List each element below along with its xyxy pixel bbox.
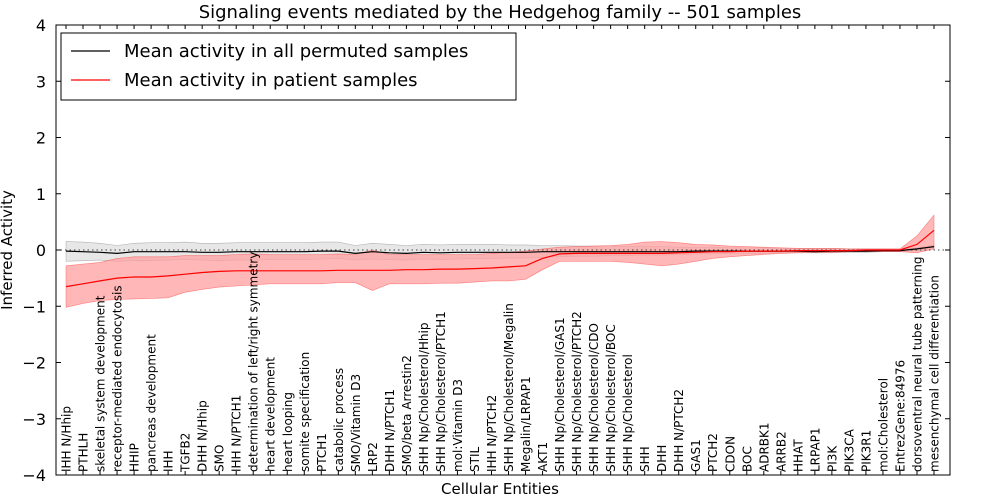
y-tick-label: 3 bbox=[36, 72, 46, 91]
x-tick-label: PI3K bbox=[825, 445, 839, 472]
y-axis: −4 −3 −2 −1 0 1 2 3 4 bbox=[22, 16, 950, 485]
x-tick-label: SHH Np/Cholesterol/PTCH1 bbox=[434, 311, 448, 472]
legend-box bbox=[60, 32, 517, 101]
x-axis-label: Cellular Entities bbox=[441, 480, 559, 498]
series-lines bbox=[65, 229, 935, 288]
x-tick-label: IHH bbox=[162, 450, 176, 472]
x-tick-label: PIK3CA bbox=[842, 428, 856, 472]
x-tick-label: pancreas development bbox=[145, 334, 159, 472]
x-tick-label: DHH N/Hhip bbox=[196, 400, 210, 472]
x-tick-label: PTCH2 bbox=[706, 433, 720, 472]
x-tick-label: heart development bbox=[264, 357, 278, 472]
x-tick-label: SHH Np/Cholesterol/Megalin bbox=[502, 303, 516, 472]
x-tick-label: BOC bbox=[740, 446, 754, 472]
x-tick-label: mesenchymal cell differentiation bbox=[928, 275, 942, 472]
x-tick-label: HHAT bbox=[791, 439, 805, 472]
x-tick-label: LRPAP1 bbox=[808, 427, 822, 472]
x-tick-label: somite specification bbox=[298, 352, 312, 472]
x-tick-label: SHH Np/Cholesterol bbox=[621, 354, 635, 472]
x-tick-label: PTCH1 bbox=[315, 433, 329, 472]
x-tick-label: IHH N/PTCH2 bbox=[485, 395, 499, 472]
x-tick-label: SHH bbox=[638, 446, 652, 472]
x-axis: IHH N/Hhip PTHLH skeletal system developme… bbox=[60, 25, 942, 475]
x-tick-label: STIL bbox=[468, 447, 482, 472]
x-tick-label: SHH Np/Cholesterol/CDO bbox=[587, 323, 601, 472]
x-tick-label: ADRBK1 bbox=[757, 422, 771, 472]
x-tick-label: dorsoventral neural tube patterning bbox=[911, 256, 925, 472]
x-tick-label: PTHLH bbox=[77, 433, 91, 472]
x-tick-label: IHH N/Hhip bbox=[60, 406, 74, 472]
y-tick-label: 2 bbox=[36, 129, 46, 148]
y-axis-label: Inferred Activity bbox=[0, 190, 16, 310]
x-tick-label: skeletal system development bbox=[94, 295, 108, 472]
legend-label-patient: Mean activity in patient samples bbox=[124, 70, 418, 91]
x-tick-label: SHH Np/Cholesterol/Hhip bbox=[417, 323, 431, 472]
x-tick-label: HHIP bbox=[128, 443, 142, 472]
x-tick-label: heart looping bbox=[281, 392, 295, 472]
x-tick-label: EntrezGene:84976 bbox=[894, 360, 908, 472]
x-tick-label: SMO/beta Arrestin2 bbox=[400, 355, 414, 472]
y-tick-label: −4 bbox=[22, 466, 46, 485]
x-tick-label: receptor-mediated endocytosis bbox=[111, 285, 125, 472]
legend-label-permuted: Mean activity in all permuted samples bbox=[124, 41, 468, 62]
x-tick-label: SMO bbox=[213, 445, 227, 472]
y-tick-label: −2 bbox=[22, 354, 46, 373]
y-tick-label: −1 bbox=[22, 297, 46, 316]
y-tick-label: 4 bbox=[36, 16, 46, 35]
x-tick-label: ARRB2 bbox=[774, 431, 788, 472]
x-tick-label: mol:Cholesterol bbox=[876, 378, 890, 472]
x-tick-label: IHH N/PTCH1 bbox=[230, 395, 244, 472]
x-tick-label: DHH bbox=[655, 445, 669, 472]
chart-title: Signaling events mediated by the Hedgeho… bbox=[199, 2, 802, 23]
x-tick-label: SHH Np/Cholesterol/BOC bbox=[604, 324, 618, 472]
x-tick-label: catabolic process bbox=[332, 368, 346, 472]
x-tick-label: AKT1 bbox=[536, 442, 550, 472]
y-tick-label: 1 bbox=[36, 185, 46, 204]
x-tick-label: determination of left/right symmetry bbox=[247, 252, 261, 472]
y-tick-label: 0 bbox=[36, 241, 46, 260]
x-tick-label: TGFB2 bbox=[179, 433, 193, 473]
series-line-patient bbox=[65, 229, 935, 288]
x-tick-label: SHH Np/Cholesterol/GAS1 bbox=[553, 317, 567, 472]
x-tick-label: Megalin/LRPAP1 bbox=[519, 376, 533, 472]
x-tick-label: SHH Np/Cholesterol/PTCH2 bbox=[570, 311, 584, 472]
y-tick-label: −3 bbox=[22, 410, 46, 429]
x-tick-label: DHH N/PTCH2 bbox=[672, 389, 686, 472]
x-tick-label: DHH N/PTCH1 bbox=[383, 389, 397, 472]
legend: Mean activity in all permuted samples Me… bbox=[60, 32, 517, 101]
x-tick-label: CDON bbox=[723, 436, 737, 472]
x-tick-label: SMO/Vitamin D3 bbox=[349, 374, 363, 472]
x-tick-label: GAS1 bbox=[689, 439, 703, 472]
x-tick-label: mol:Vitamin D3 bbox=[451, 379, 465, 472]
x-tick-label: LRP2 bbox=[366, 442, 380, 472]
x-tick-label: PIK3R1 bbox=[859, 430, 873, 472]
